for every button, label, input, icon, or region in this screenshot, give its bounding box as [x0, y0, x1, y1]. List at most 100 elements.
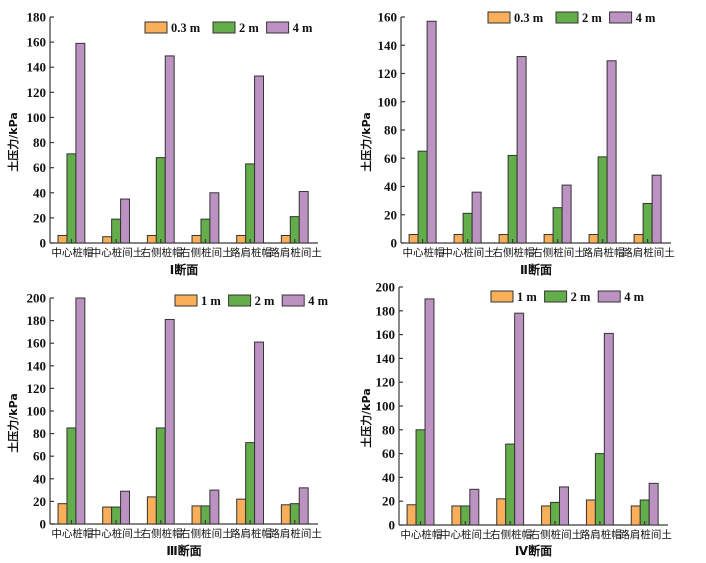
- y-tick-label: 180: [27, 10, 47, 25]
- bar-1-4: [191, 234, 202, 244]
- bar-2-6: [642, 202, 653, 244]
- legend-swatch-3: [609, 11, 633, 24]
- bar-3-1: [75, 42, 86, 244]
- bar-1-5: [588, 234, 599, 244]
- bar-3-5: [603, 332, 614, 526]
- chart-panel-1: 0 20 40 60 80 100 120 140 160 180 土压力/kPa 中心桩帽 中心桩间土…: [0, 0, 353, 282]
- x-category-label: 中心桩间土: [91, 527, 144, 540]
- bar-1-4: [191, 505, 202, 525]
- chart-panel-4: 0 20 40 60 80 100 120 140 160 180 200 土压力/kPa 中心桩帽 中心…: [353, 280, 706, 563]
- bar-2-3: [507, 154, 518, 244]
- legend-swatch-2: [228, 294, 252, 307]
- chart-title: Ⅰ断面: [170, 262, 198, 277]
- bar-3-3: [164, 55, 175, 244]
- y-tick-label: 60: [33, 160, 46, 175]
- x-category-label: 路肩桩间土: [619, 528, 672, 541]
- bar-1-1: [408, 234, 419, 244]
- legend-swatch-1: [144, 21, 168, 34]
- bar-1-4: [543, 234, 554, 244]
- bar-1-6: [280, 234, 291, 244]
- y-tick-label: 120: [27, 381, 47, 396]
- chart-3-svg: 0 20 40 60 80 100 120 140 160 180 200 土压力/kPa 中心桩帽中心…: [6, 291, 329, 559]
- x-category-label: 右侧桩间土: [532, 246, 585, 259]
- bar-1-3: [146, 234, 157, 244]
- bar-2-2: [462, 212, 473, 244]
- bar-3-5: [254, 75, 265, 244]
- x-category-label: 右侧桩间土: [180, 246, 233, 259]
- y-tick-label: 140: [376, 351, 396, 366]
- chart-title: Ⅲ断面: [166, 543, 201, 558]
- bar-3-5: [254, 341, 265, 525]
- bar-1-5: [236, 498, 247, 525]
- bar-1-6: [280, 504, 291, 525]
- y-tick-label: 160: [27, 336, 47, 351]
- y-tick-label: 180: [376, 303, 396, 318]
- bar-1-2: [102, 506, 113, 525]
- bar-2-5: [245, 442, 256, 525]
- y-tick-label: 140: [27, 358, 47, 373]
- y-tick-label: 140: [378, 38, 398, 53]
- x-category-label: 中心桩间土: [442, 246, 495, 259]
- x-category-label: 路肩桩帽: [230, 246, 272, 259]
- x-category-label: 中心桩帽: [400, 528, 442, 541]
- y-tick-label: 100: [376, 399, 396, 414]
- y-tick-label: 0: [391, 236, 398, 251]
- y-tick-label: 120: [378, 66, 398, 81]
- bar-1-5: [236, 234, 247, 244]
- bar-3-2: [120, 490, 131, 525]
- legend-swatch-3: [281, 294, 305, 307]
- x-category-label: 右侧桩间土: [180, 527, 233, 540]
- x-category-label: 中心桩间土: [440, 528, 493, 541]
- bar-3-3: [164, 318, 175, 525]
- legend-label-3: 4 m: [636, 11, 656, 25]
- legend-label-1: 0.3 m: [514, 11, 544, 25]
- legend-swatch-3: [597, 290, 621, 303]
- legend-label-2: 2 m: [571, 290, 591, 304]
- bar-1-2: [451, 505, 462, 526]
- bar-1-1: [406, 504, 417, 526]
- y-tick-label: 80: [33, 426, 46, 441]
- bar-3-2: [471, 191, 482, 244]
- legend-label-2: 2 m: [582, 11, 602, 25]
- bar-1-6: [633, 234, 644, 244]
- bar-3-6: [298, 487, 309, 525]
- y-tick-label: 100: [378, 94, 398, 109]
- legend-label-1: 1 m: [517, 290, 537, 304]
- bar-2-3: [505, 443, 516, 526]
- y-tick-label: 100: [27, 110, 47, 125]
- y-tick-label: 60: [382, 446, 395, 461]
- y-tick-label: 120: [376, 375, 396, 390]
- y-tick-label: 80: [382, 422, 395, 437]
- y-axis-label: 土压力/kPa: [6, 112, 20, 172]
- bar-3-1: [75, 297, 86, 525]
- x-category-label: 路肩桩间土: [622, 246, 675, 259]
- bar-2-3: [155, 157, 166, 244]
- y-tick-label: 20: [382, 494, 395, 509]
- x-category-label: 路肩桩帽: [583, 246, 625, 259]
- chart-title: Ⅳ断面: [515, 543, 552, 558]
- x-category-label: 中心桩帽: [51, 246, 93, 259]
- y-tick-label: 60: [33, 449, 46, 464]
- y-tick-label: 200: [376, 280, 396, 295]
- x-category-label: 右侧桩帽: [141, 527, 183, 540]
- bar-2-5: [597, 156, 608, 244]
- y-tick-label: 0: [40, 236, 47, 251]
- bar-2-1: [66, 427, 77, 525]
- bar-2-1: [415, 429, 426, 526]
- x-category-label: 路肩桩间土: [269, 527, 322, 540]
- legend-swatch-2: [544, 290, 568, 303]
- y-tick-label: 20: [33, 494, 46, 509]
- x-category-label: 路肩桩间土: [269, 246, 322, 259]
- bar-2-5: [594, 453, 605, 526]
- legend-label-3: 4 m: [293, 21, 313, 35]
- bar-3-1: [426, 20, 437, 244]
- bar-3-4: [561, 184, 572, 244]
- bar-2-1: [66, 153, 77, 244]
- y-tick-label: 160: [378, 10, 398, 25]
- y-tick-label: 160: [376, 327, 396, 342]
- bar-2-3: [155, 427, 166, 525]
- x-category-label: 中心桩间土: [91, 246, 144, 259]
- x-category-label: 右侧桩帽: [141, 246, 183, 259]
- bar-3-6: [298, 191, 309, 244]
- legend-swatch-2: [555, 11, 579, 24]
